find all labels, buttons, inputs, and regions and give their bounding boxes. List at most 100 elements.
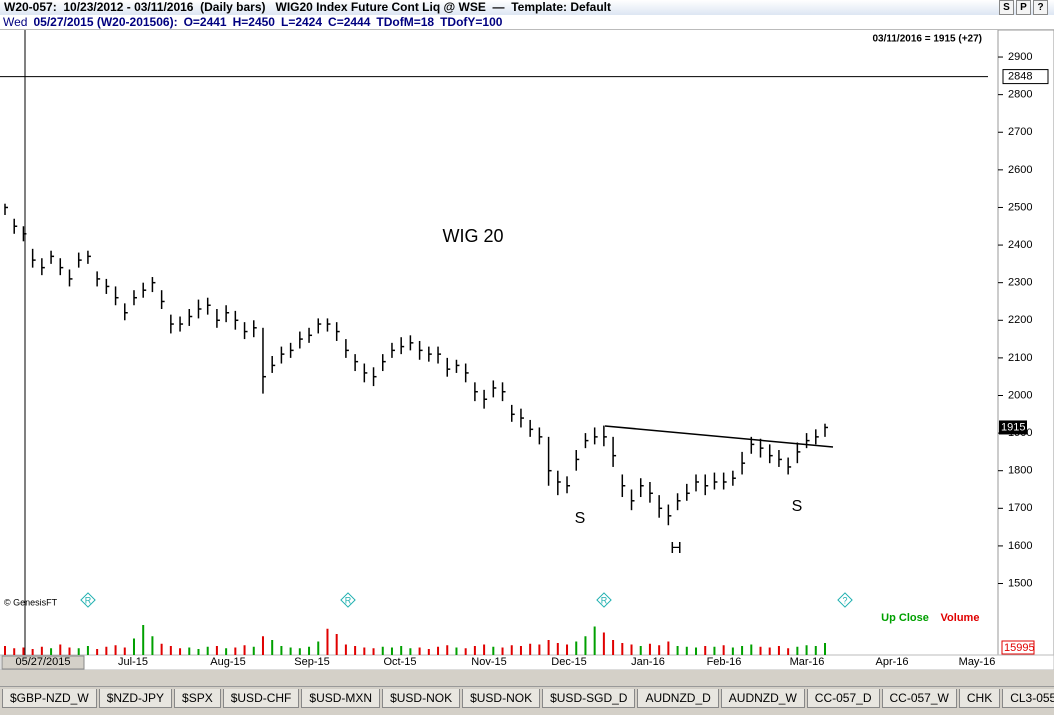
copyright: © GenesisFT bbox=[4, 597, 58, 607]
symbol-tab[interactable]: CC-057_D bbox=[806, 689, 880, 708]
x-tick-label: Nov-15 bbox=[471, 656, 506, 668]
volume-bar bbox=[243, 645, 246, 655]
volume-bar bbox=[602, 632, 605, 655]
volume-bar bbox=[658, 645, 661, 655]
symbol-tab[interactable]: $USD-CHF bbox=[222, 689, 300, 708]
chart: WIG 20 03/11/2016 = 1915 (+27) © Genesis… bbox=[0, 30, 1054, 685]
volume-bar bbox=[796, 646, 799, 655]
volume-bar bbox=[298, 648, 301, 655]
window-button[interactable]: ? bbox=[1033, 0, 1048, 15]
volume-bar bbox=[215, 646, 218, 655]
volume-bar bbox=[685, 646, 688, 655]
volume-bar bbox=[59, 644, 62, 655]
volume-bar bbox=[556, 643, 559, 655]
x-tick-label: Oct-15 bbox=[383, 656, 416, 668]
y-tick-label: 2900 bbox=[1008, 51, 1032, 63]
volume-bar bbox=[787, 648, 790, 655]
volume-bar bbox=[437, 646, 440, 655]
y-tick-label: 2300 bbox=[1008, 277, 1032, 289]
volume-bar bbox=[704, 646, 707, 655]
last-price-label: 1915 bbox=[1001, 421, 1025, 433]
symbol-tab[interactable]: CHK bbox=[958, 689, 1001, 708]
volume-bar bbox=[114, 645, 117, 655]
x-tick-label: Apr-16 bbox=[875, 656, 908, 668]
volume-bar bbox=[372, 648, 375, 655]
window-title: W20-057: 10/23/2012 - 03/11/2016 (Daily … bbox=[4, 0, 611, 14]
volume-bar bbox=[492, 646, 495, 655]
x-tick-label: Feb-16 bbox=[707, 656, 742, 668]
y-tick-label: 2600 bbox=[1008, 164, 1032, 176]
cursor-price-box bbox=[1002, 69, 1049, 85]
pattern-label: S bbox=[792, 498, 803, 515]
volume-bar bbox=[142, 625, 145, 655]
volume-bar bbox=[40, 646, 43, 655]
event-marker-label: ? bbox=[842, 595, 847, 605]
volume-bar bbox=[418, 647, 421, 655]
symbol-tab[interactable]: $USD-NOK bbox=[462, 689, 541, 708]
volume-bar bbox=[547, 640, 550, 655]
volume-bar bbox=[667, 641, 670, 655]
y-tick-label: 2200 bbox=[1008, 314, 1032, 326]
volume-bar bbox=[824, 643, 826, 655]
event-marker-label: R bbox=[601, 595, 608, 605]
x-tick-label: Mar-16 bbox=[790, 656, 825, 668]
scroll-area bbox=[0, 670, 1054, 685]
volume-bar bbox=[446, 645, 449, 655]
symbol-tab[interactable]: $USD-MXN bbox=[301, 689, 381, 708]
event-marker bbox=[340, 592, 356, 608]
volume-bar bbox=[31, 649, 34, 655]
volume-bar bbox=[584, 636, 587, 655]
volume-bar bbox=[13, 648, 16, 655]
volume-bar bbox=[77, 648, 80, 655]
volume-bar bbox=[400, 646, 403, 655]
volume-bar bbox=[234, 647, 237, 655]
x-tick-label: May-16 bbox=[959, 656, 996, 668]
symbol-tab[interactable]: CC-057_W bbox=[881, 689, 957, 708]
window-button[interactable]: S bbox=[999, 0, 1014, 15]
volume-bar bbox=[473, 646, 476, 655]
symbol-tab[interactable]: $SPX bbox=[174, 689, 221, 708]
volume-bar bbox=[261, 636, 264, 655]
volume-bar bbox=[381, 646, 384, 655]
volume-bar bbox=[22, 647, 25, 655]
volume-bar bbox=[197, 649, 200, 655]
volume-bar bbox=[529, 643, 532, 655]
volume-bar bbox=[289, 647, 292, 655]
volume-bar bbox=[501, 647, 504, 655]
last-volume-box bbox=[1001, 640, 1035, 655]
volume-bar bbox=[123, 647, 126, 655]
symbol-tab[interactable]: $USD-SGD_D bbox=[542, 689, 636, 708]
volume-bar bbox=[519, 646, 522, 655]
volume-bar bbox=[538, 644, 541, 655]
volume-bar bbox=[722, 645, 725, 655]
symbol-tab[interactable]: AUDNZD_W bbox=[720, 689, 805, 708]
symbol-tab[interactable]: $NZD-JPY bbox=[98, 689, 173, 708]
symbol-tab[interactable]: CL3-055 bbox=[1002, 689, 1054, 708]
neckline bbox=[604, 425, 834, 448]
volume-bar bbox=[759, 646, 762, 655]
volume-bar bbox=[814, 646, 817, 655]
volume-bar bbox=[4, 646, 6, 655]
volume-bar bbox=[326, 628, 329, 655]
volume-bar bbox=[648, 643, 651, 655]
symbol-tabs: $GBP-NZD_W $NZD-JPY $SPX $USD-CHF $USD-MXN $U… bbox=[0, 686, 1054, 715]
volume-bar bbox=[621, 643, 624, 655]
volume-bar bbox=[363, 647, 366, 655]
y-tick-label: 1800 bbox=[1008, 465, 1032, 477]
volume-bar bbox=[566, 644, 569, 655]
x-tick-label: Dec-15 bbox=[551, 656, 586, 668]
symbol-tab[interactable]: $GBP-NZD_W bbox=[2, 689, 97, 708]
symbol-tab[interactable]: $USD-NOK bbox=[382, 689, 461, 708]
plot-background bbox=[0, 30, 998, 655]
x-tick-label: Sep-15 bbox=[294, 656, 329, 668]
volume-bar bbox=[483, 644, 486, 655]
volume-bar bbox=[206, 646, 209, 655]
info-tdofm: TDofM=18 bbox=[376, 15, 435, 29]
volume-bar bbox=[50, 648, 53, 655]
volume-bar bbox=[750, 644, 753, 655]
window-button[interactable]: P bbox=[1016, 0, 1031, 15]
event-marker bbox=[80, 592, 96, 608]
volume-bar bbox=[151, 636, 154, 655]
symbol-tab[interactable]: AUDNZD_D bbox=[637, 689, 719, 708]
x-tick-label: Jan-16 bbox=[631, 656, 665, 668]
